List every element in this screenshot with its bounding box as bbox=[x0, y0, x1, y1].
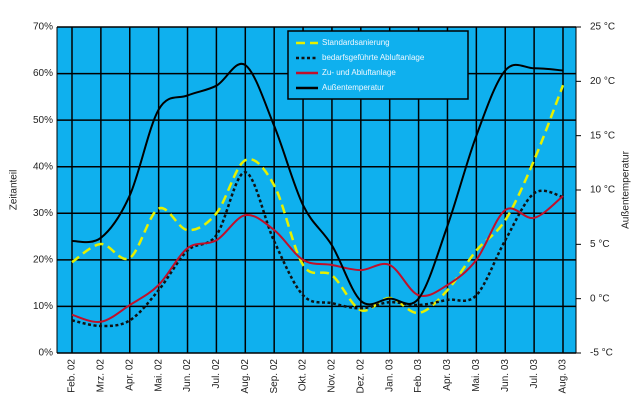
x-tick-label: Aug. 02 bbox=[240, 359, 251, 394]
y2-tick-label: 20 °C bbox=[590, 76, 615, 87]
x-tick-label: Okt. 02 bbox=[298, 359, 309, 392]
y2-tick-label: -5 °C bbox=[590, 348, 613, 359]
x-tick-label: Jul. 02 bbox=[211, 359, 222, 389]
x-tick-label: Sep. 02 bbox=[269, 359, 280, 394]
y2-tick-label: 25 °C bbox=[590, 22, 615, 33]
x-tick-label: Jan. 03 bbox=[384, 359, 395, 392]
y2-axis-label: Außentemperatur bbox=[621, 150, 632, 228]
y-tick-label: 20% bbox=[33, 254, 53, 265]
series-line bbox=[71, 171, 564, 328]
legend-label: Zu- und Abluftanlage bbox=[322, 68, 396, 77]
y-tick-label: 30% bbox=[33, 208, 53, 219]
legend-label: bedarfsgeführte Abluftanlage bbox=[322, 53, 425, 62]
y2-tick-label: 5 °C bbox=[590, 239, 610, 250]
y-tick-label: 60% bbox=[33, 68, 53, 79]
x-tick-label: Apr. 03 bbox=[442, 359, 453, 391]
legend-label: Außentemperatur bbox=[322, 83, 385, 92]
x-tick-label: Mai. 02 bbox=[153, 359, 164, 392]
series-line bbox=[71, 195, 564, 324]
x-tick-label: Jul. 03 bbox=[529, 359, 540, 389]
y-axis-label: Zeitanteil bbox=[9, 170, 20, 211]
x-tick-label: Jun. 02 bbox=[182, 359, 193, 392]
y-tick-label: 50% bbox=[33, 115, 53, 126]
y2-tick-label: 10 °C bbox=[590, 185, 615, 196]
y-tick-label: 0% bbox=[39, 348, 54, 359]
y-tick-label: 40% bbox=[33, 161, 53, 172]
y-tick-label: 70% bbox=[33, 22, 53, 33]
legend-label: Standardsanierung bbox=[322, 38, 390, 47]
x-tick-label: Dez. 02 bbox=[355, 359, 366, 394]
x-tick-label: Mrz. 02 bbox=[96, 359, 107, 393]
x-tick-label: Mai. 03 bbox=[471, 359, 482, 392]
x-tick-label: Aug. 03 bbox=[558, 359, 569, 394]
x-tick-label: Feb. 03 bbox=[413, 359, 424, 393]
y-tick-label: 10% bbox=[33, 301, 53, 312]
y2-tick-label: 15 °C bbox=[590, 130, 615, 141]
x-tick-label: Nov. 02 bbox=[327, 359, 338, 393]
y2-tick-label: 0 °C bbox=[590, 293, 610, 304]
x-tick-label: Jun. 03 bbox=[500, 359, 511, 392]
x-tick-label: Feb. 02 bbox=[67, 359, 78, 393]
series-line bbox=[71, 62, 564, 306]
x-tick-label: Apr. 02 bbox=[124, 359, 135, 391]
